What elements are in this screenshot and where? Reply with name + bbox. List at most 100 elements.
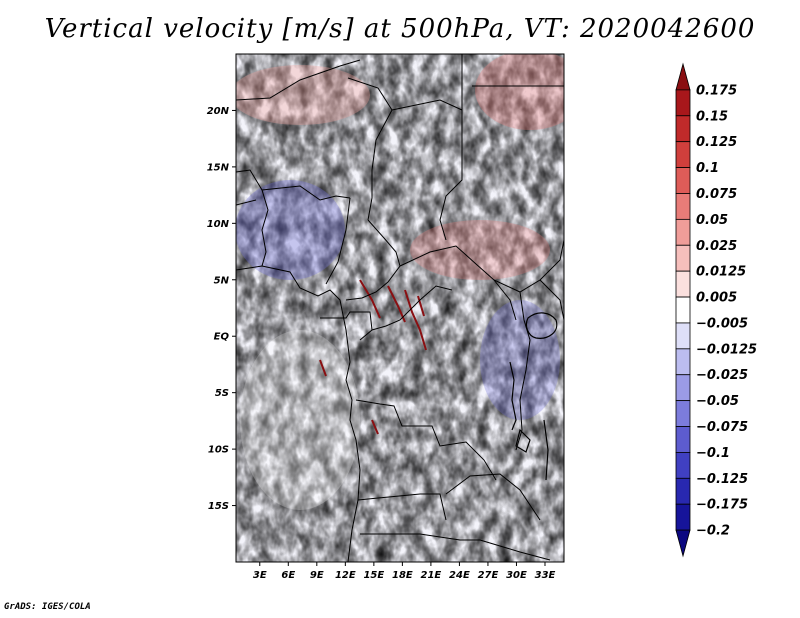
colorbar-label: 0.025	[696, 239, 737, 254]
colorbar-label: −0.0125	[696, 342, 757, 357]
lon-tick-label: 9E	[310, 570, 324, 581]
border-benin	[236, 199, 257, 206]
streak-5	[371, 419, 379, 435]
colorbar-segment	[675, 529, 691, 558]
lake-victoria	[525, 312, 558, 339]
border-zambia	[445, 473, 541, 521]
red-patch-central	[410, 220, 550, 280]
colorbar-label: 0.1	[696, 161, 719, 176]
colorbar-segment	[675, 374, 691, 402]
lon-tick-label: 30E	[506, 570, 527, 581]
border-gabon-congo	[320, 311, 373, 341]
lon-tick-label: 6E	[281, 570, 295, 581]
colorbar: 0.175 0.15 0.125 0.1 0.075 0.05 0.025 0.0125 0.0…	[675, 62, 757, 558]
lon-tick-label: 15E	[363, 570, 384, 581]
lake-mweru	[515, 428, 531, 453]
blue-patch-west	[236, 180, 345, 280]
lon-tick-label: 33E	[535, 570, 556, 581]
neutral-patch-ocean	[240, 330, 360, 510]
map-area	[236, 54, 564, 562]
colorbar-label: 0.175	[696, 83, 737, 98]
border-nigeria-west	[236, 169, 269, 267]
lat-tick-label: 5N	[214, 275, 230, 286]
border-algeria	[236, 59, 361, 101]
lon-tick-label: 12E	[335, 570, 356, 581]
colorbar-segment	[675, 477, 691, 505]
map-frame	[235, 53, 565, 563]
colorbar-segment	[675, 452, 691, 479]
lat-tick-label: 10S	[208, 445, 229, 456]
colorbar-segment	[675, 322, 691, 350]
lon-tick-label: 27E	[478, 570, 499, 581]
lat-tick-label: 15N	[207, 162, 230, 173]
colorbar-label: −0.05	[696, 394, 739, 409]
colorbar-label: 0.005	[696, 291, 737, 306]
longitude-axis: 3E 6E 9E 12E 15E 18E 21E 24E 27E 30E 33E	[253, 562, 556, 581]
colorbar-segment	[675, 218, 691, 246]
colorbar-label: 0.15	[696, 109, 728, 124]
border-car-west	[345, 219, 401, 301]
colorbar-label: 0.05	[696, 213, 728, 228]
latitude-axis: 20N 15N 10N 5N EQ 5S 10S 15S	[207, 106, 236, 512]
colorbar-label: −0.175	[696, 498, 748, 513]
chart-title: Vertical velocity [m/s] at 500hPa, VT: 2…	[44, 14, 756, 44]
colorbar-label: −0.025	[696, 368, 748, 383]
streak-4	[417, 295, 425, 317]
colorbar-segment	[675, 270, 691, 298]
border-kenya	[539, 279, 564, 321]
coastline-west	[236, 265, 361, 562]
colorbar-label: −0.005	[696, 316, 748, 331]
colorbar-segment	[675, 503, 691, 531]
border-east-rift	[515, 291, 531, 451]
colorbar-label: −0.2	[696, 524, 730, 539]
border-niger-south	[261, 185, 351, 201]
border-angola-namibia	[357, 493, 447, 521]
colorbar-label: −0.125	[696, 472, 748, 487]
colorbar-segment	[675, 296, 691, 324]
country-borders	[236, 54, 564, 562]
lon-tick-label: 3E	[253, 570, 267, 581]
streak-6	[319, 359, 327, 377]
colorbar-segment	[675, 426, 691, 453]
colorbar-label: 0.125	[696, 135, 737, 150]
colorbar-segment	[675, 244, 691, 272]
lake-malawi	[543, 419, 549, 481]
colorbar-label: −0.075	[696, 420, 748, 435]
lon-tick-label: 18E	[392, 570, 413, 581]
colorbar-segment	[675, 193, 691, 220]
colorbar-segment	[675, 62, 691, 91]
streak-3	[404, 289, 427, 351]
border-angola-drc	[355, 399, 497, 481]
blue-patch-lakes	[480, 300, 560, 420]
lon-tick-label: 24E	[449, 570, 470, 581]
border-cameroon-chad	[325, 197, 351, 285]
red-patch-northeast	[475, 54, 564, 130]
colorbar-segment	[675, 141, 691, 168]
border-congo-drc	[371, 285, 453, 331]
streak-1	[359, 279, 381, 319]
colorbar-label: 0.0125	[696, 265, 746, 280]
colorbar-segment	[675, 348, 691, 376]
colorbar-label: 0.075	[696, 187, 737, 202]
colorbar-segment	[675, 167, 691, 194]
red-patch-sahara	[236, 65, 370, 125]
border-southern	[360, 533, 551, 561]
lat-tick-label: EQ	[214, 332, 230, 343]
lon-tick-label: 21E	[421, 570, 442, 581]
colorbar-segment	[675, 400, 691, 427]
colorbar-segment	[675, 115, 691, 143]
lat-tick-label: 20N	[207, 106, 230, 117]
lat-tick-label: 10N	[207, 219, 230, 230]
grads-credit: GrADS: IGES/COLA	[4, 602, 91, 612]
lat-tick-label: 15S	[208, 501, 229, 512]
colorbar-segment	[675, 89, 691, 117]
lat-tick-label: 5S	[215, 388, 229, 399]
border-ssd-uganda	[493, 279, 517, 321]
colorbar-label: −0.1	[696, 446, 730, 461]
lake-tanganyika	[509, 361, 517, 431]
border-chad-sudan	[391, 99, 463, 241]
lakes	[509, 312, 558, 481]
ascending-motion-field	[236, 54, 564, 562]
border-libya-chad	[347, 77, 393, 221]
